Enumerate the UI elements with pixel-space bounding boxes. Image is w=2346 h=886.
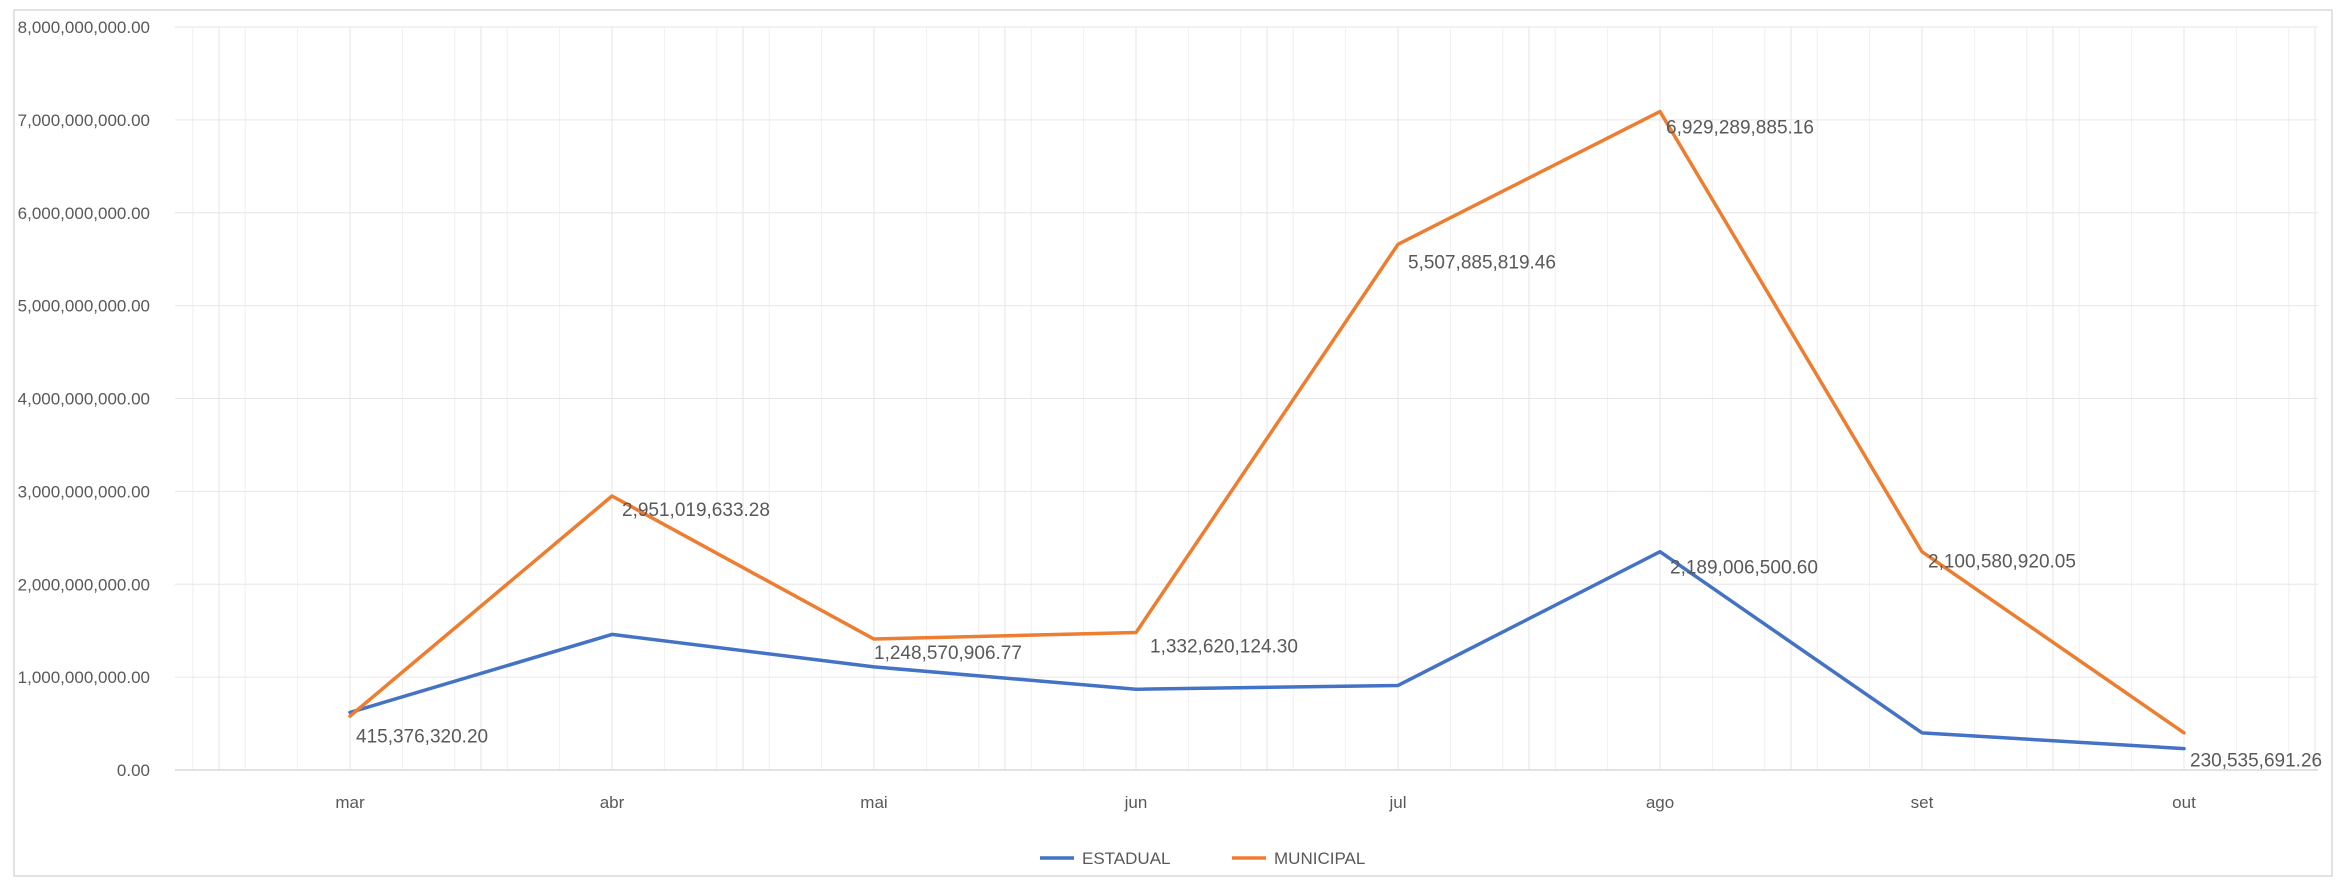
- data-label: 2,100,580,920.05: [1928, 552, 2076, 573]
- x-tick-label: abr: [600, 793, 625, 812]
- data-label: 230,535,691.26: [2190, 751, 2322, 772]
- y-tick-label: 3,000,000,000.00: [18, 482, 150, 501]
- x-tick-label: out: [2172, 793, 2196, 812]
- y-tick-label: 0.00: [117, 761, 150, 780]
- y-tick-label: 1,000,000,000.00: [18, 668, 150, 687]
- y-tick-label: 2,000,000,000.00: [18, 575, 150, 594]
- chart-area-border: [13, 9, 2333, 877]
- x-tick-label: set: [1911, 793, 1934, 812]
- legend-label-estadual: ESTADUAL: [1082, 849, 1171, 868]
- y-tick-label: 7,000,000,000.00: [18, 111, 150, 130]
- series-line-estadual: [348, 549, 2186, 751]
- axes: 0.00 1,000,000,000.00 2,000,000,000.00 3,00…: [18, 18, 2196, 812]
- data-label: 2,189,006,500.60: [1670, 558, 1818, 579]
- gridlines: [175, 26, 2318, 771]
- legend-label-municipal: MUNICIPAL: [1274, 849, 1365, 868]
- series-lines: [348, 109, 2186, 751]
- y-tick-label: 4,000,000,000.00: [18, 390, 150, 409]
- x-tick-label: ago: [1646, 793, 1674, 812]
- series-line-municipal: [348, 109, 2186, 735]
- y-tick-label: 6,000,000,000.00: [18, 204, 150, 223]
- data-label: 5,507,885,819.46: [1408, 252, 1556, 273]
- data-label: 2,951,019,633.28: [622, 500, 770, 521]
- x-tick-label: mar: [335, 793, 365, 812]
- data-labels: 415,376,320.20 2,951,019,633.28 1,248,570,…: [356, 118, 2322, 772]
- x-tick-label: mai: [860, 793, 887, 812]
- y-tick-label: 5,000,000,000.00: [18, 297, 150, 316]
- x-tick-label: jul: [1388, 793, 1406, 812]
- data-label: 6,929,289,885.16: [1666, 118, 1814, 139]
- y-tick-label: 8,000,000,000.00: [18, 18, 150, 37]
- data-label: 1,248,570,906.77: [874, 643, 1022, 664]
- data-label: 1,332,620,124.30: [1150, 637, 1298, 658]
- data-label: 415,376,320.20: [356, 726, 488, 747]
- x-tick-label: jun: [1124, 793, 1148, 812]
- legend: ESTADUAL MUNICIPAL: [1040, 849, 1365, 868]
